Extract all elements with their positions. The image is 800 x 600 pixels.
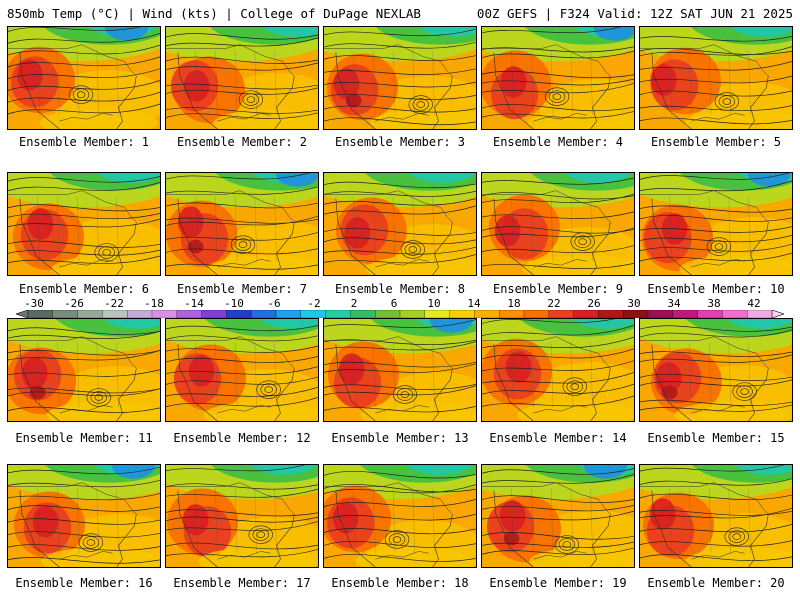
ensemble-member-label-7: Ensemble Member: 7 (176, 282, 308, 296)
ensemble-member-label-3: Ensemble Member: 3 (334, 135, 466, 149)
ensemble-member-label-18: Ensemble Member: 18 (331, 576, 469, 590)
colorbar-tick-label: -14 (184, 297, 204, 310)
left-arrow-icon (16, 310, 29, 318)
colorbar-cell (325, 310, 351, 318)
ensemble-member-map-2 (165, 26, 319, 130)
colorbar-cell (375, 310, 401, 318)
colorbar-cell (672, 310, 699, 318)
colorbar-tick-label: 26 (587, 297, 601, 310)
colorbar-tick-label: 38 (707, 297, 721, 310)
colorbar-tick-label: -2 (307, 297, 321, 310)
colorbar-tick-label: 30 (627, 297, 641, 310)
ensemble-member-label-4: Ensemble Member: 4 (492, 135, 624, 149)
colorbar-cell (275, 310, 302, 318)
colorbar-cell (598, 310, 624, 318)
ensemble-member-map-19 (481, 464, 635, 568)
colorbar-cell (523, 310, 550, 318)
ensemble-member-map-8 (323, 172, 477, 276)
colorbar-cell (251, 310, 277, 318)
ensemble-member-label-15: Ensemble Member: 15 (647, 431, 785, 445)
ensemble-member-label-10: Ensemble Member: 10 (647, 282, 785, 296)
right-arrow-icon (771, 310, 784, 318)
temperature-colorbar (16, 310, 784, 318)
colorbar-tick-label: 10 (427, 297, 441, 310)
ensemble-member-label-13: Ensemble Member: 13 (331, 431, 469, 445)
ensemble-member-map-7 (165, 172, 319, 276)
colorbar-cell (499, 310, 525, 318)
ensemble-member-map-10 (639, 172, 793, 276)
ensemble-member-label-11: Ensemble Member: 11 (15, 431, 153, 445)
colorbar-tick-label: 42 (747, 297, 761, 310)
ensemble-member-map-6 (7, 172, 161, 276)
colorbar-cell (647, 310, 674, 318)
colorbar-tick-label: -26 (64, 297, 84, 310)
ensemble-member-label-16: Ensemble Member: 16 (15, 576, 153, 590)
ensemble-member-map-3 (323, 26, 477, 130)
colorbar-cell (127, 310, 153, 318)
ensemble-member-label-14: Ensemble Member: 14 (489, 431, 627, 445)
ensemble-member-map-14 (481, 318, 635, 422)
header-right-title: 00Z GEFS | F324 Valid: 12Z SAT JUN 21 20… (476, 6, 793, 21)
ensemble-member-map-12 (165, 318, 319, 422)
colorbar-cell (548, 310, 575, 318)
colorbar-tick-label: 22 (547, 297, 561, 310)
colorbar-cell (77, 310, 103, 318)
colorbar-cell (350, 310, 376, 318)
colorbar-tick-label: 2 (350, 297, 358, 310)
colorbar-cell (300, 310, 327, 318)
ensemble-member-map-15 (639, 318, 793, 422)
ensemble-member-map-4 (481, 26, 635, 130)
ensemble-member-label-5: Ensemble Member: 5 (650, 135, 782, 149)
colorbar-cell (424, 310, 451, 318)
ensemble-member-map-20 (639, 464, 793, 568)
colorbar-cell (399, 310, 426, 318)
ensemble-member-map-17 (165, 464, 319, 568)
colorbar-cell (474, 310, 500, 318)
colorbar-cell (747, 310, 773, 318)
ensemble-member-map-18 (323, 464, 477, 568)
ensemble-member-label-6: Ensemble Member: 6 (18, 282, 150, 296)
colorbar-tick-label: 6 (390, 297, 398, 310)
ensemble-member-label-20: Ensemble Member: 20 (647, 576, 785, 590)
colorbar-cell (573, 310, 599, 318)
colorbar-cell (27, 310, 54, 318)
ensemble-member-label-17: Ensemble Member: 17 (173, 576, 311, 590)
colorbar-cell (623, 310, 649, 318)
colorbar-cell (52, 310, 79, 318)
ensemble-member-map-13 (323, 318, 477, 422)
colorbar-cell (201, 310, 227, 318)
colorbar-tick-label: -18 (144, 297, 164, 310)
colorbar-tick-label: 14 (467, 297, 481, 310)
ensemble-member-label-9: Ensemble Member: 9 (492, 282, 624, 296)
colorbar-cell (176, 310, 203, 318)
colorbar-tick-label: -22 (104, 297, 124, 310)
colorbar-cell (151, 310, 178, 318)
ensemble-member-map-11 (7, 318, 161, 422)
colorbar-tick-label: -10 (224, 297, 244, 310)
ensemble-member-map-16 (7, 464, 161, 568)
colorbar-tick-label: -6 (267, 297, 281, 310)
ensemble-member-label-12: Ensemble Member: 12 (173, 431, 311, 445)
ensemble-member-map-5 (639, 26, 793, 130)
colorbar-cell (697, 310, 723, 318)
ensemble-member-map-1 (7, 26, 161, 130)
colorbar-cell (722, 310, 748, 318)
ensemble-member-label-2: Ensemble Member: 2 (176, 135, 308, 149)
ensemble-member-map-9 (481, 172, 635, 276)
colorbar-tick-label: 34 (667, 297, 681, 310)
ensemble-member-label-19: Ensemble Member: 19 (489, 576, 627, 590)
ensemble-member-label-1: Ensemble Member: 1 (18, 135, 150, 149)
colorbar-tick-label: -30 (24, 297, 44, 310)
colorbar-cell (102, 310, 128, 318)
colorbar-cell (226, 310, 252, 318)
colorbar-tick-label: 18 (507, 297, 521, 310)
colorbar-cell (449, 310, 475, 318)
ensemble-member-label-8: Ensemble Member: 8 (334, 282, 466, 296)
header-left-title: 850mb Temp (°C) | Wind (kts) | College o… (7, 6, 421, 21)
